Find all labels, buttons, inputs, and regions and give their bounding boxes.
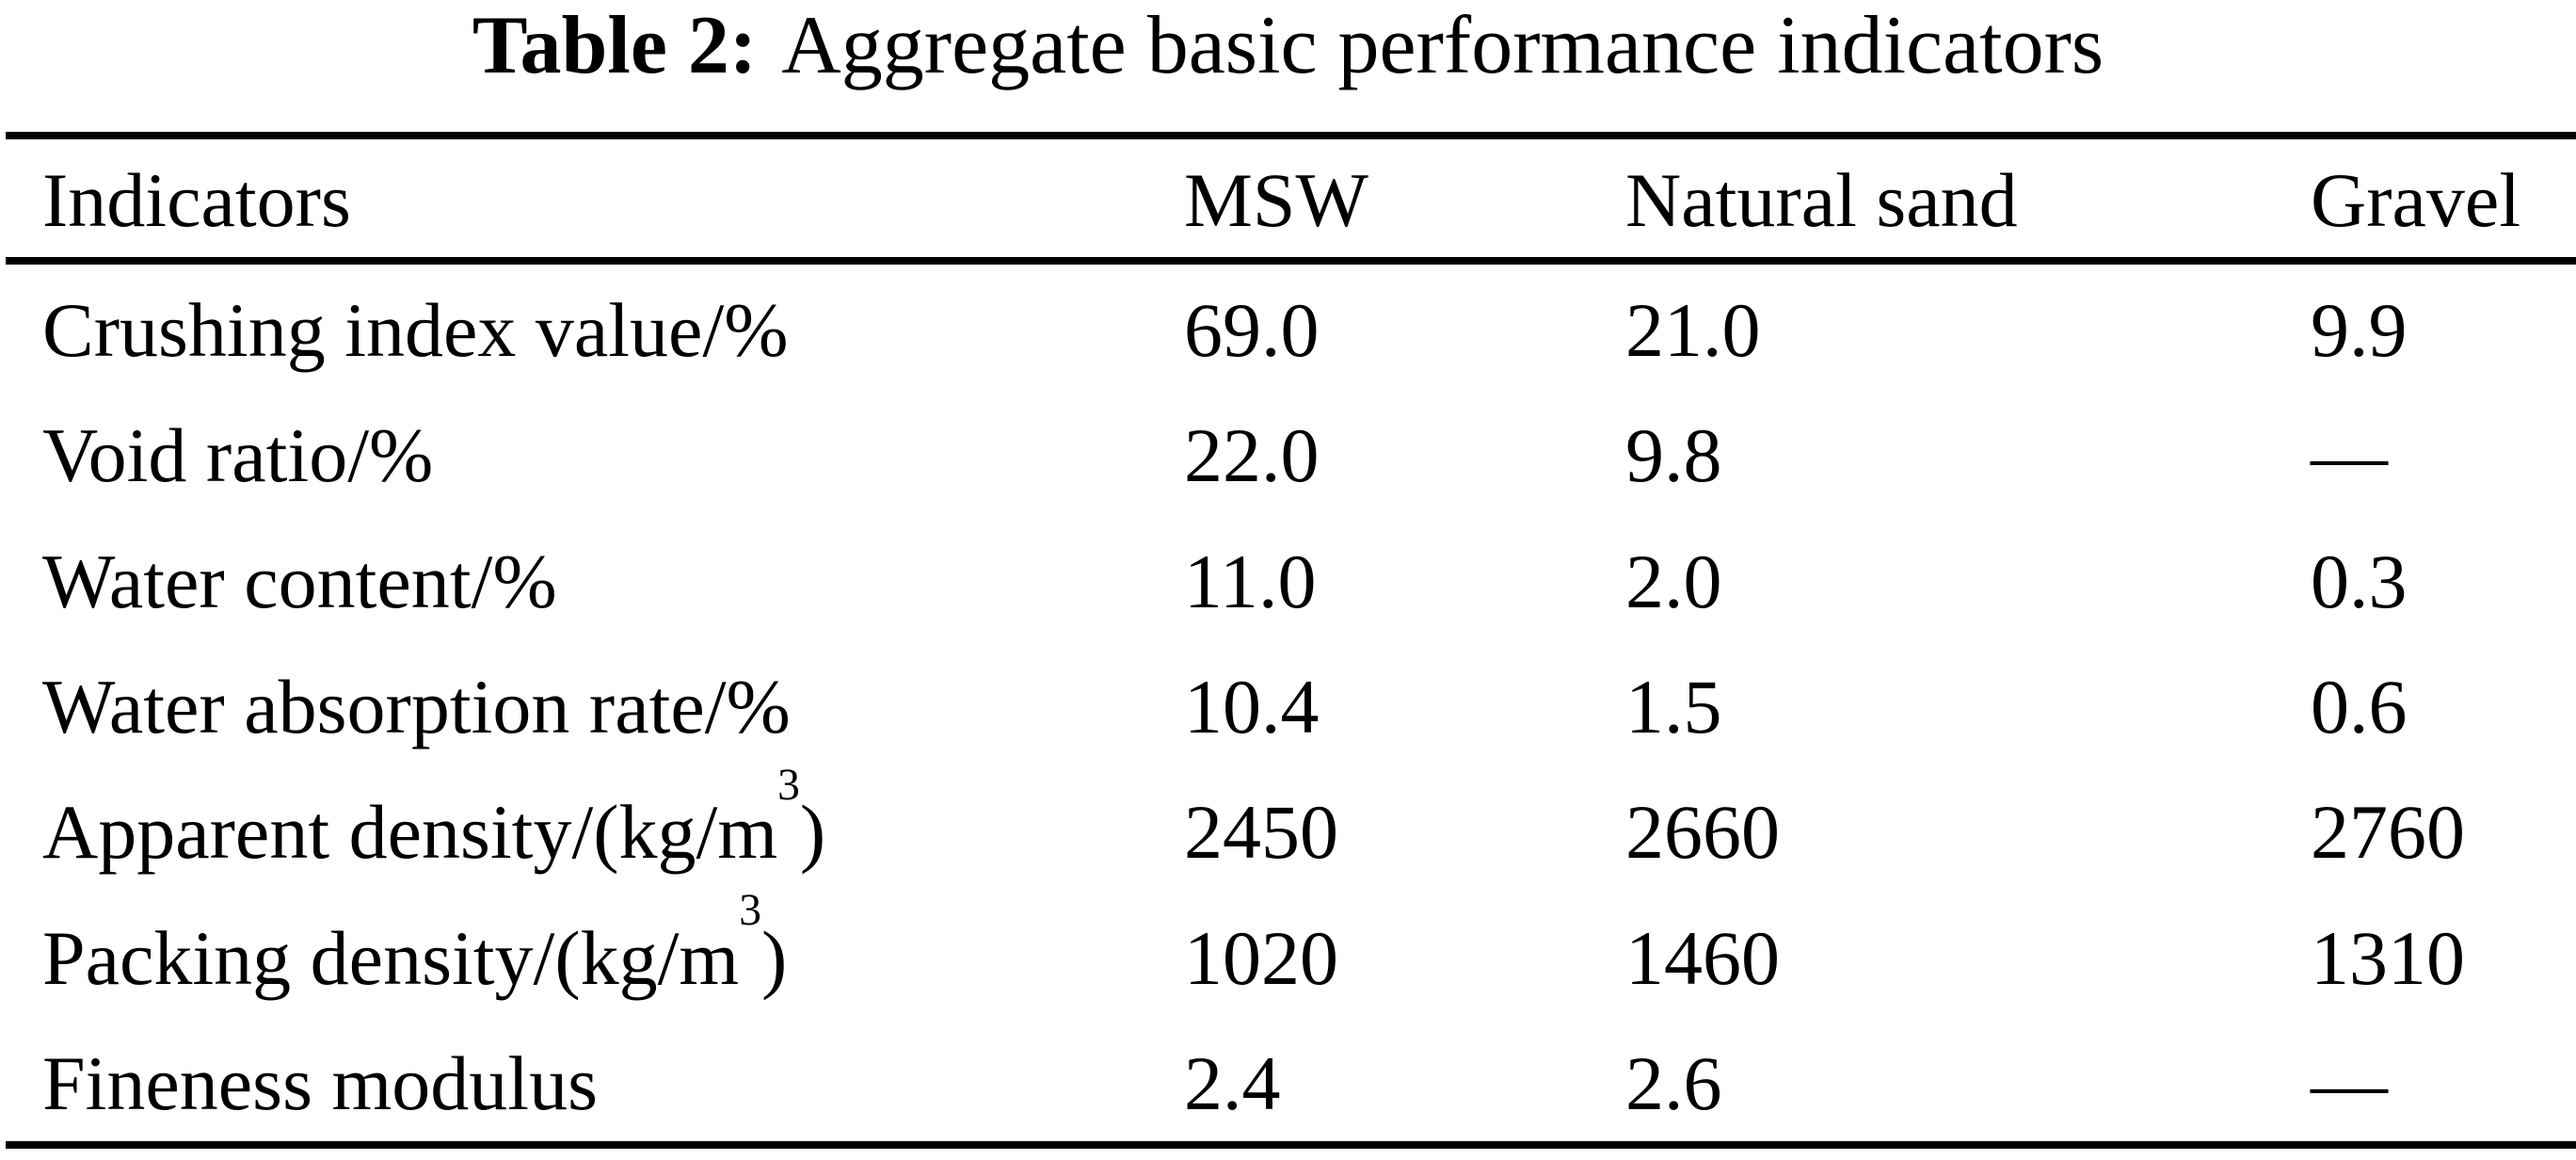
- natural-sand-value: 21.0: [1625, 286, 1761, 373]
- caption-title: Aggregate basic performance indicators: [781, 0, 2104, 91]
- table-bottom-rule: [6, 1141, 2576, 1149]
- indicator-superscript: 3: [777, 760, 800, 810]
- column-header-natural-sand: Natural sand: [1625, 157, 2018, 243]
- indicator-text: Water absorption rate/%: [42, 663, 791, 749]
- msw-value: 11.0: [1184, 538, 1317, 624]
- indicator-text: Water content/%: [42, 538, 557, 624]
- row-indicator: Fineness modulus: [42, 1045, 598, 1122]
- table-row-apparent-density: Apparent density/(kg/m3) 2450 2660 2760: [0, 763, 2576, 895]
- natural-sand-value: 2.6: [1625, 1040, 1722, 1127]
- msw-value: 10.4: [1184, 663, 1320, 749]
- gravel-value: 1310: [2311, 914, 2465, 1001]
- indicator-text-end: ): [760, 914, 788, 1001]
- natural-sand-value: 9.8: [1625, 412, 1722, 499]
- indicator-text: Apparent density/(kg/m: [42, 789, 778, 876]
- gravel-value: —: [2311, 1040, 2388, 1127]
- table-row-packing-density: Packing density/(kg/m3) 1020 1460 1310: [0, 888, 2576, 1021]
- natural-sand-value: 2660: [1625, 789, 1780, 876]
- gravel-value: 9.9: [2311, 286, 2408, 373]
- gravel-value: 0.6: [2311, 663, 2408, 749]
- table-row-fineness-modulus: Fineness modulus 2.4 2.6 —: [0, 1022, 2576, 1147]
- row-indicator: Crushing index value/%: [42, 291, 789, 369]
- caption-number: Table 2:: [472, 0, 758, 91]
- table-caption: Table 2: Aggregate basic performance indi…: [0, 2, 2576, 90]
- column-header-msw: MSW: [1184, 157, 1368, 243]
- table-row-water-content: Water content/% 11.0 2.0 0.3: [0, 519, 2576, 644]
- indicator-text: Crushing index value/%: [42, 286, 789, 373]
- msw-value: 2450: [1184, 789, 1338, 876]
- gravel-value: 0.3: [2311, 538, 2408, 624]
- table-row-water-absorption-rate: Water absorption rate/% 10.4 1.5 0.6: [0, 644, 2576, 769]
- row-indicator: Water absorption rate/%: [42, 668, 791, 746]
- table-header-row: Indicators MSW Natural sand Gravel: [0, 144, 2576, 257]
- row-indicator: Water content/%: [42, 542, 557, 620]
- gravel-value: —: [2311, 412, 2388, 499]
- table-top-rule: [6, 132, 2576, 139]
- msw-value: 2.4: [1184, 1040, 1281, 1127]
- indicator-superscript: 3: [739, 886, 761, 936]
- msw-value: 1020: [1184, 914, 1338, 1001]
- natural-sand-value: 2.0: [1625, 538, 1722, 624]
- msw-value: 22.0: [1184, 412, 1320, 499]
- column-header-gravel: Gravel: [2311, 157, 2521, 243]
- column-header-indicators: Indicators: [42, 157, 351, 243]
- table-row-crushing-index: Crushing index value/% 69.0 21.0 9.9: [0, 267, 2576, 393]
- row-indicator: Void ratio/%: [42, 417, 433, 494]
- indicator-text: Void ratio/%: [42, 412, 434, 499]
- msw-value: 69.0: [1184, 286, 1320, 373]
- natural-sand-value: 1.5: [1625, 663, 1722, 749]
- table-row-void-ratio: Void ratio/% 22.0 9.8 —: [0, 393, 2576, 518]
- gravel-value: 2760: [2311, 789, 2465, 876]
- table-body: Crushing index value/% 69.0 21.0 9.9 Voi…: [0, 267, 2576, 1147]
- table-header-rule: [6, 257, 2576, 265]
- indicator-text-end: ): [799, 789, 826, 876]
- indicator-text: Packing density/(kg/m: [42, 914, 740, 1001]
- row-indicator: Packing density/(kg/m3): [42, 888, 787, 997]
- indicator-text: Fineness modulus: [42, 1040, 598, 1127]
- natural-sand-value: 1460: [1625, 914, 1780, 1001]
- row-indicator: Apparent density/(kg/m3): [42, 763, 825, 871]
